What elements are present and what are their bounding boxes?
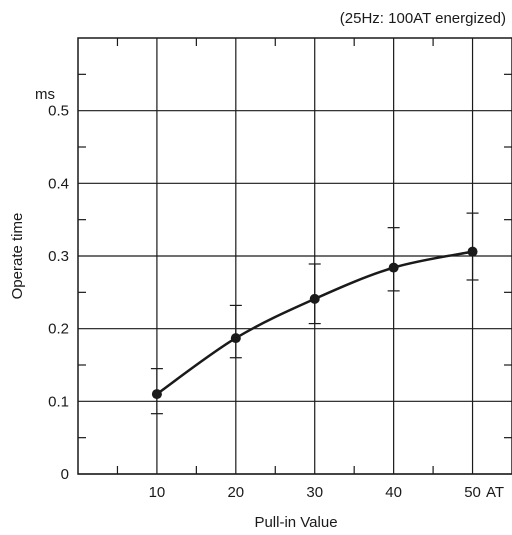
x-axis-title: Pull-in Value (254, 514, 337, 531)
minor-ticks (78, 38, 512, 474)
data-point-3 (388, 262, 399, 273)
plot-frame (77, 37, 512, 475)
data-point-2 (309, 293, 320, 304)
x-tick-label-4: 50 (464, 484, 481, 501)
x-tick-label-1: 20 (227, 484, 244, 501)
y-tick-label-3: 0.3 (48, 248, 69, 265)
x-tick-label-3: 40 (385, 484, 402, 501)
x-unit-label: AT (486, 484, 504, 501)
x-tick-label-2: 30 (306, 484, 323, 501)
y-tick-label-0: 0 (61, 466, 69, 483)
y-tick-label-2: 0.2 (48, 321, 69, 338)
error-bar-1 (229, 304, 242, 359)
y-unit-label: ms (35, 86, 55, 103)
y-tick-label-1: 0.1 (48, 393, 69, 410)
error-bar-4 (466, 212, 479, 281)
error-bar-2 (308, 263, 321, 325)
y-tick-labels: 0 0.1 0.2 0.3 0.4 0.5 (48, 103, 69, 483)
x-tick-label-0: 10 (149, 484, 166, 501)
data-point-0 (151, 389, 162, 400)
x-tick-labels: 10 20 30 40 50 (149, 484, 481, 501)
data-point-1 (230, 333, 241, 344)
y-tick-label-5: 0.5 (48, 103, 69, 120)
data-point-4 (467, 246, 478, 257)
chart-subtitle: (25Hz: 100AT energized) (340, 10, 506, 27)
error-bar-3 (387, 227, 400, 292)
y-axis-title: Operate time (9, 213, 26, 300)
y-tick-label-4: 0.4 (48, 175, 69, 192)
error-bars (150, 212, 479, 415)
data-points (151, 246, 478, 400)
